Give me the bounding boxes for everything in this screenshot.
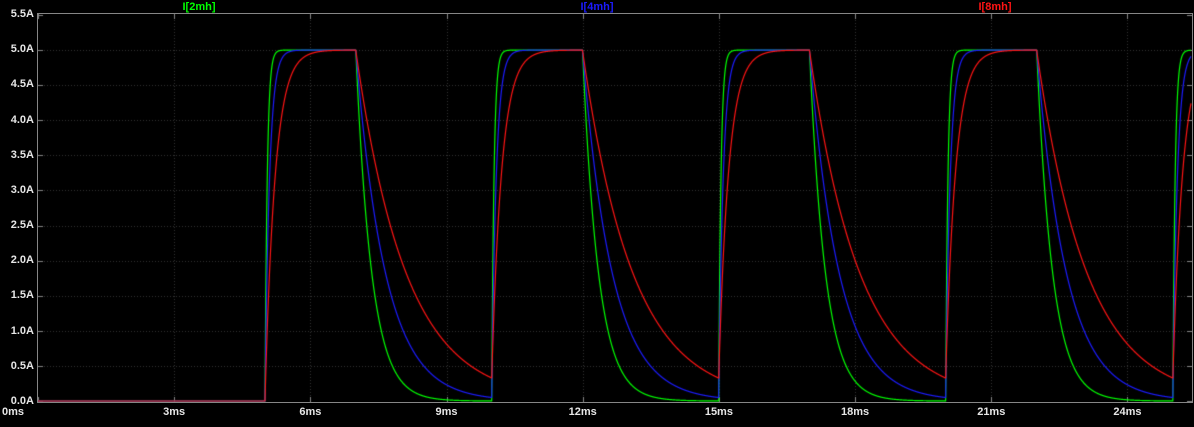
y-tick-label: 4.0A [10,113,34,126]
y-tick-label: 3.0A [10,183,34,196]
y-tick-label: 3.5A [10,148,34,161]
trace-legend: I[2mh] I[4mh] I[8mh] [0,0,1194,14]
y-tick-label: 1.5A [10,289,34,302]
x-tick-label: 9ms [435,406,458,418]
y-tick-label: 0.0A [10,395,34,407]
y-tick-label: 5.0A [10,43,34,56]
y-tick-label: 0.5A [10,359,34,372]
y-axis-labels: 5.5A 5.0A 4.5A 4.0A 3.5A 3.0A 2.5A 2.0A 1.5A 1.0A… [0,0,34,427]
x-tick-label: 21ms [977,406,1006,418]
trace-label-4mh[interactable]: I[4mh] [580,1,614,13]
y-tick-label: 5.5A [10,8,34,20]
trace-label-2mh[interactable]: I[2mh] [182,1,216,13]
x-tick-label: 0ms [2,406,25,418]
legend-cell-3: I[8mh] [796,0,1194,14]
x-tick-label: 18ms [841,406,870,418]
x-axis-labels: 0ms 3ms 6ms 9ms 12ms 15ms 18ms 21ms 24ms [0,405,1194,421]
x-tick-label: 6ms [299,406,322,418]
legend-cell-2: I[4mh] [398,0,796,14]
plot-area[interactable] [37,13,1193,403]
x-tick-label: 15ms [704,406,733,418]
x-tick-label: 12ms [568,406,597,418]
x-tick-label: 24ms [1113,406,1142,418]
x-tick-label: 3ms [163,406,186,418]
trace-label-8mh[interactable]: I[8mh] [978,1,1012,13]
y-tick-label: 4.5A [10,78,34,91]
y-tick-label: 2.0A [10,254,34,267]
y-tick-label: 1.0A [10,324,34,337]
y-tick-label: 2.5A [10,219,34,232]
plot-canvas[interactable] [38,14,1192,402]
legend-cell-1: I[2mh] [0,0,398,14]
